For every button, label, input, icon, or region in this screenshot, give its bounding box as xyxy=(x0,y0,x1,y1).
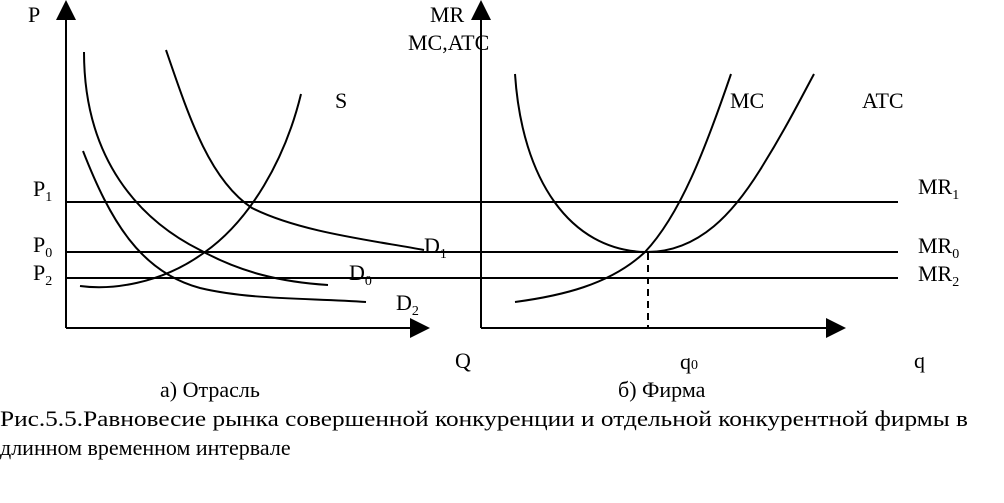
price-label-p0: P0 xyxy=(33,232,52,261)
mr1-label: MR1 xyxy=(918,174,959,203)
firm-quantity-axis-label: q xyxy=(914,348,925,373)
demand-curve-d1 xyxy=(165,49,425,251)
price-label-p2: P2 xyxy=(33,260,52,289)
q0-label: q0 xyxy=(680,349,698,374)
firm-panel-caption: б) Фирма xyxy=(618,377,706,402)
firm-axis-label-mr: MR xyxy=(430,2,465,27)
mc-label: MC xyxy=(730,88,764,113)
industry-price-axis-label: P xyxy=(28,2,40,27)
mr0-label: MR0 xyxy=(918,233,959,262)
industry-panel-caption: а) Отрасль xyxy=(160,377,260,402)
firm-axis-label-mc-atc: MC,ATC xyxy=(408,30,489,55)
supply-label: S xyxy=(335,88,347,113)
mc-curve xyxy=(514,73,732,303)
demand-label-d0: D0 xyxy=(349,260,372,289)
atc-label: ATC xyxy=(862,88,904,113)
demand-curve-d0 xyxy=(83,51,329,286)
firm-quantity-axis-arrow xyxy=(826,318,846,338)
supply-curve xyxy=(79,93,302,289)
industry-quantity-axis-arrow xyxy=(410,318,430,338)
figure-caption-line1: Рис.5.5.Равновесие рынка совершенной кон… xyxy=(0,406,968,431)
demand-label-d1: D1 xyxy=(424,233,447,262)
industry-quantity-axis-label: Q xyxy=(455,348,471,373)
mr2-label: MR2 xyxy=(918,261,959,290)
demand-label-d2: D2 xyxy=(396,290,419,319)
firm-cost-axis-arrow xyxy=(471,0,491,20)
demand-curve-d2 xyxy=(82,150,367,303)
figure-caption-line2: длинном временном интервале xyxy=(0,435,291,460)
atc-curve xyxy=(514,73,815,254)
industry-price-axis-arrow xyxy=(56,0,76,20)
price-label-p1: P1 xyxy=(33,176,52,205)
